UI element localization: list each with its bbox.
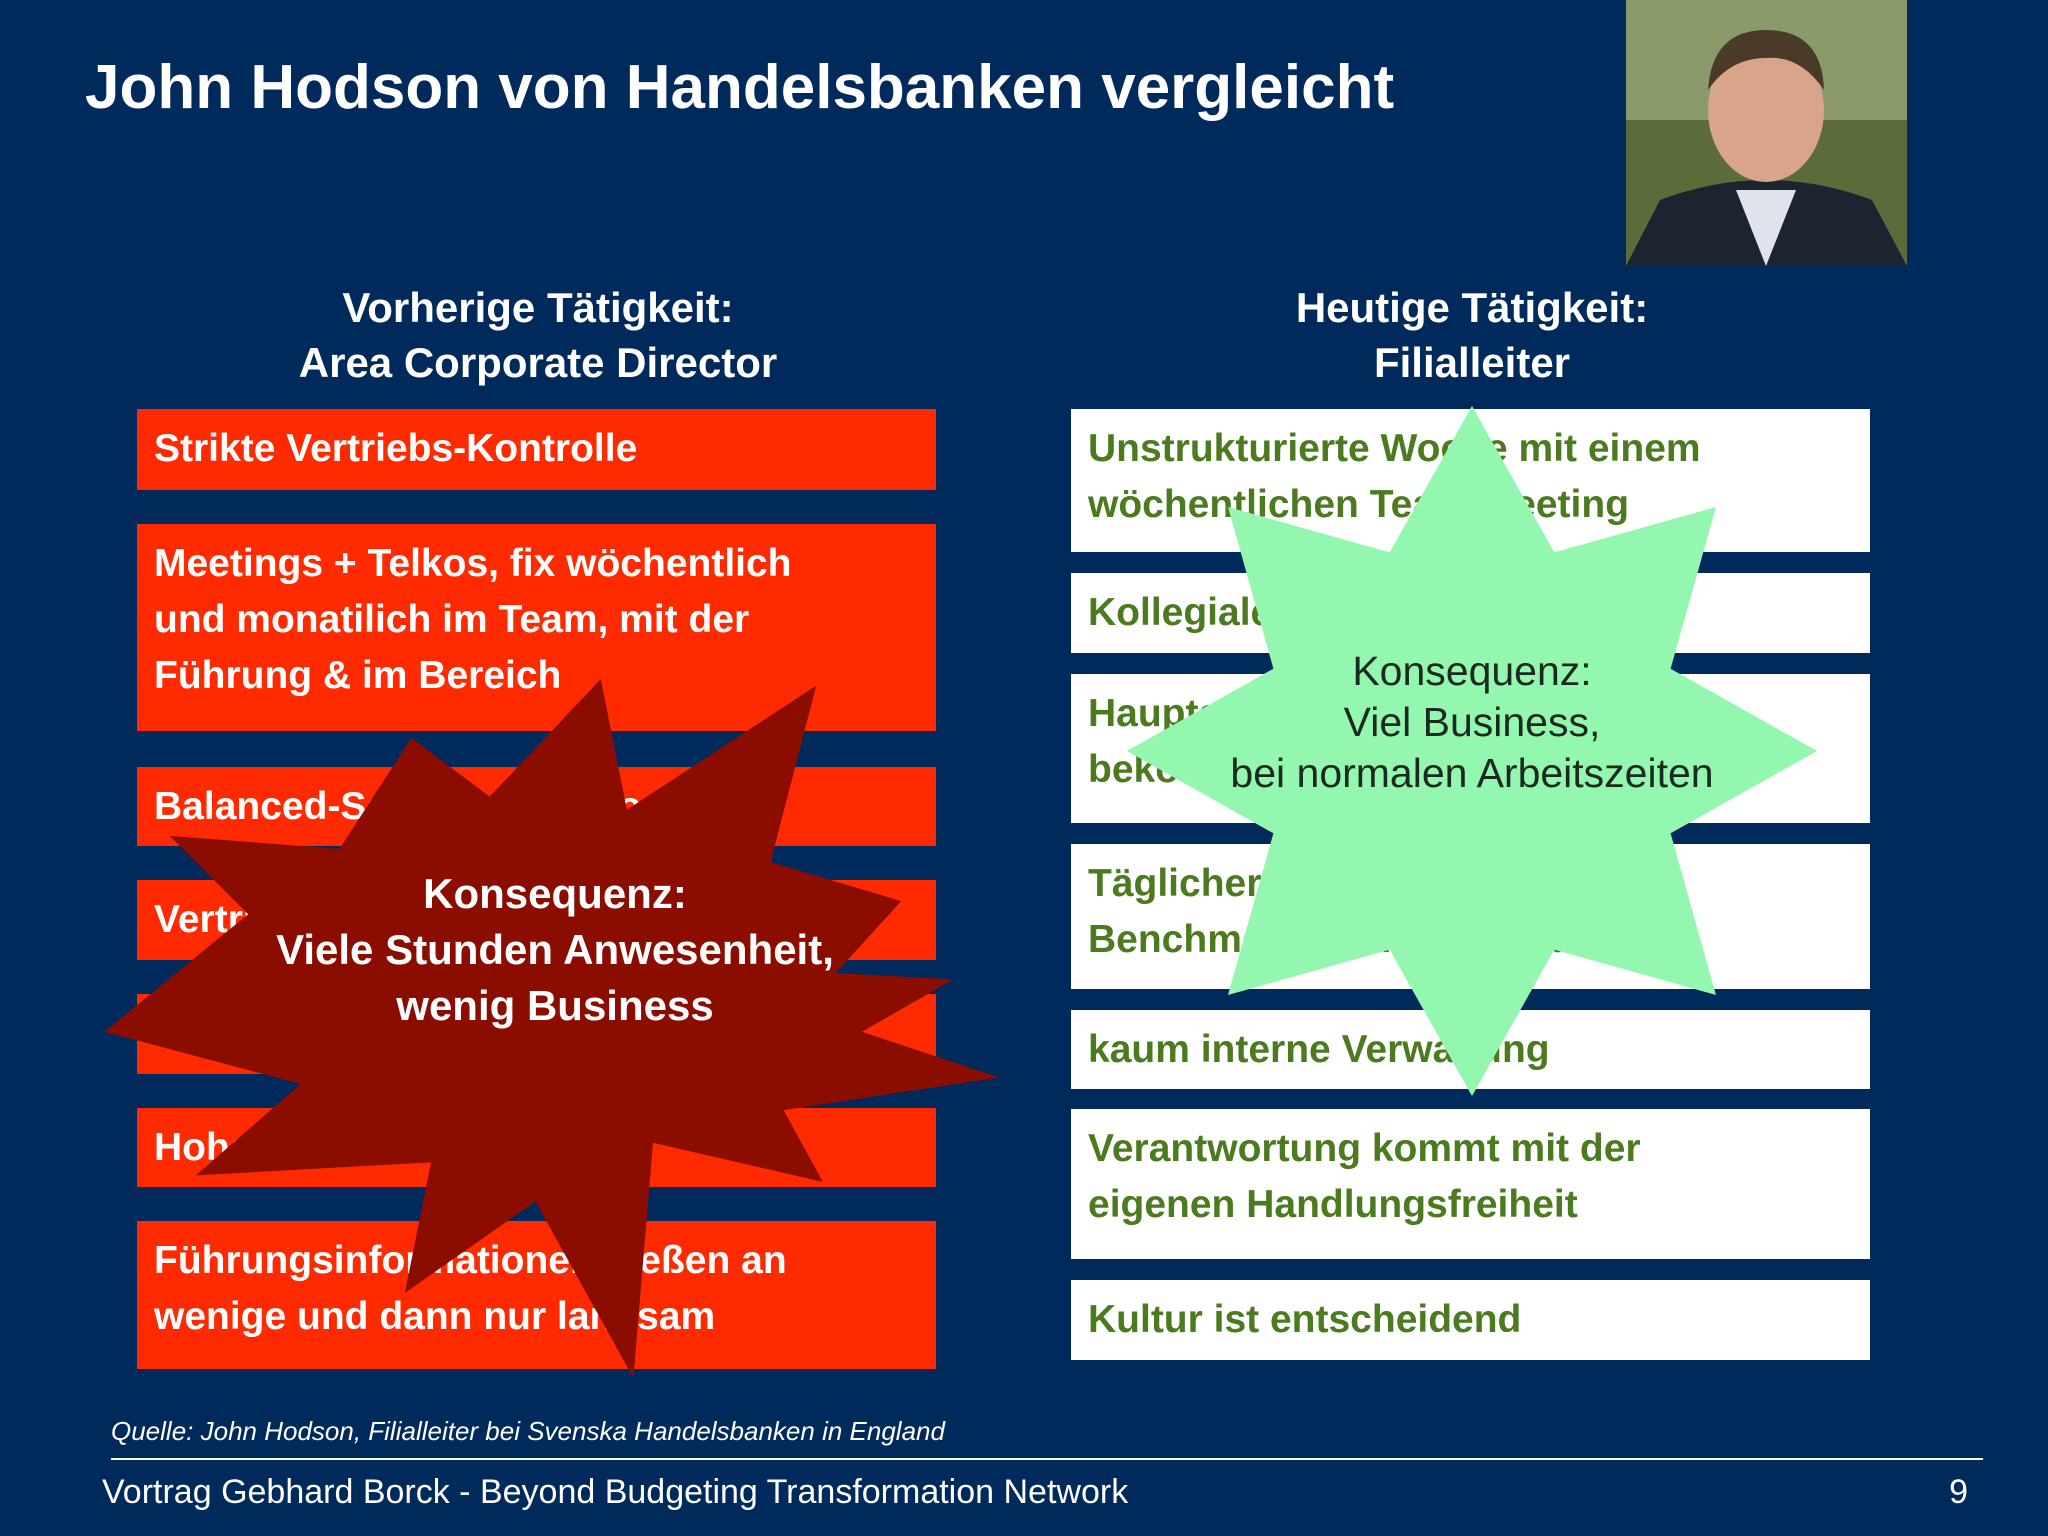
item-text: eigenen Handlungsfreiheit xyxy=(1088,1183,1578,1226)
column-heading: Area Corporate Director xyxy=(299,339,777,386)
column-heading: Filialleiter xyxy=(1374,339,1570,386)
item-text: wöchentlichen Team-Meeting xyxy=(1087,483,1629,526)
photo-hair xyxy=(1708,30,1824,90)
item-text: Führung & im Bereich xyxy=(154,654,561,697)
photo-face xyxy=(1708,38,1824,182)
photo-shirt xyxy=(1736,190,1796,266)
footer-text: Vortrag Gebhard Borck - Beyond Budgeting… xyxy=(102,1473,1129,1511)
callout-text: Viel Business, xyxy=(1344,699,1601,745)
item-text: Meetings + Telkos, fix wöchentlich xyxy=(154,542,792,585)
callout-text: bei normalen Arbeitszeiten xyxy=(1230,750,1713,796)
page-number: 9 xyxy=(1949,1473,1968,1511)
content: Vorherige Tätigkeit: Area Corporate Direc… xyxy=(104,284,1870,1378)
callout-text: Konsequenz: xyxy=(423,870,687,917)
slide-title: John Hodson von Handelsbanken vergleicht xyxy=(85,53,1394,122)
callout-text: Konsequenz: xyxy=(1352,648,1591,694)
item-text: Verantwortung kommt mit der xyxy=(1088,1127,1641,1170)
item-box xyxy=(137,409,936,490)
item-box xyxy=(1071,1280,1870,1360)
item-text: Kultur ist entscheidend xyxy=(1088,1298,1521,1341)
callout-star xyxy=(1127,406,1817,1096)
column-heading: Vorherige Tätigkeit: xyxy=(342,284,733,331)
item-box xyxy=(1071,1109,1870,1259)
column-heading: Heutige Tätigkeit: xyxy=(1296,284,1648,331)
photo xyxy=(1626,0,1907,266)
item-text: Unstrukturierte Woche mit einem xyxy=(1088,427,1701,470)
callout-text: Viele Stunden Anwesenheit, xyxy=(276,926,834,973)
item-text: und monatilich im Team, mit der xyxy=(154,598,749,641)
item-text: Strikte Vertriebs-Kontrolle xyxy=(154,427,637,470)
callout-text: wenig Business xyxy=(395,982,713,1029)
source-note: Quelle: John Hodson, Filialleiter bei Sv… xyxy=(111,1416,946,1446)
item-box xyxy=(137,1221,936,1369)
callout-burst xyxy=(104,679,1000,1378)
